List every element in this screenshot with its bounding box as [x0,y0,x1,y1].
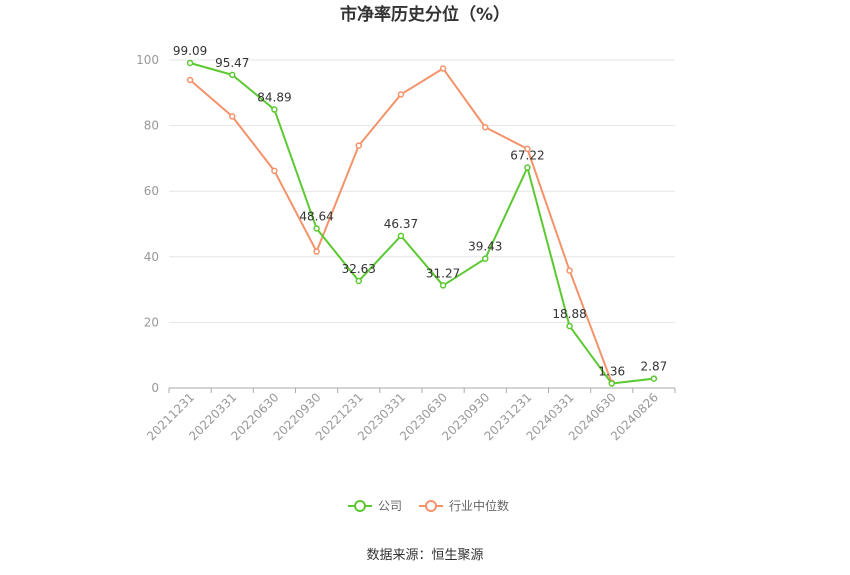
legend-marker [425,500,437,512]
data-point-0 [608,380,615,387]
data-point-1 [271,167,278,175]
data-label: 1.36 [598,365,625,379]
y-axis: 0 20 40 60 80 100 [136,53,159,395]
y-tick-label: 20 [144,315,159,329]
data-label: 31.27 [426,266,460,280]
data-point-0 [650,375,658,382]
series-line-0 [189,62,655,385]
legend-marker [354,500,366,512]
data-point-0 [482,255,489,262]
x-axis: 2021123120220331202206302022093020221231… [144,387,676,443]
data-point-0 [397,232,405,240]
data-point-0 [186,59,194,67]
series-layer [186,59,658,387]
legend-label: 公司 [378,499,402,513]
data-label: 2.87 [641,360,668,374]
data-label: 84.89 [257,91,291,105]
y-tick-label: 100 [136,53,159,67]
grid [169,59,675,323]
data-point-0 [439,282,447,289]
data-label: 67.22 [510,149,544,163]
chart-title: 市净率历史分位（%） [340,4,510,25]
data-label: 32.63 [342,262,376,276]
data-point-1 [229,113,236,120]
data-label: 48.64 [299,209,333,223]
legend-item-0[interactable]: 公司 [348,499,402,513]
data-point-1 [355,142,362,149]
legend-item-1[interactable]: 行业中位数 [419,498,509,513]
legend-label: 行业中位数 [449,498,509,513]
data-point-0 [566,322,573,330]
data-source: 数据来源：恒生聚源 [366,548,483,563]
data-point-1 [186,76,194,84]
y-tick-label: 40 [144,250,159,264]
data-label: 95.47 [215,56,249,70]
data-point-0 [271,106,278,113]
y-tick-label: 60 [144,184,159,198]
data-point-0 [229,71,236,79]
data-point-0 [313,225,320,232]
data-point-0 [524,164,531,171]
data-label: 99.09 [173,44,207,58]
data-label: 18.88 [552,307,586,321]
y-tick-label: 0 [151,381,159,395]
data-point-1 [566,267,573,274]
data-labels: 99.09 95.47 84.89 48.64 32.63 46.37 31.27 39.43… [173,44,667,379]
data-label: 46.37 [384,217,418,231]
data-label: 39.43 [468,240,502,254]
legend[interactable]: 公司 行业中位数 [348,498,509,513]
data-point-0 [355,277,362,285]
y-tick-label: 80 [144,119,159,133]
data-point-1 [313,248,320,255]
data-point-1 [397,91,405,98]
data-point-1 [482,123,489,131]
data-point-1 [524,145,531,153]
data-point-1 [439,65,447,72]
